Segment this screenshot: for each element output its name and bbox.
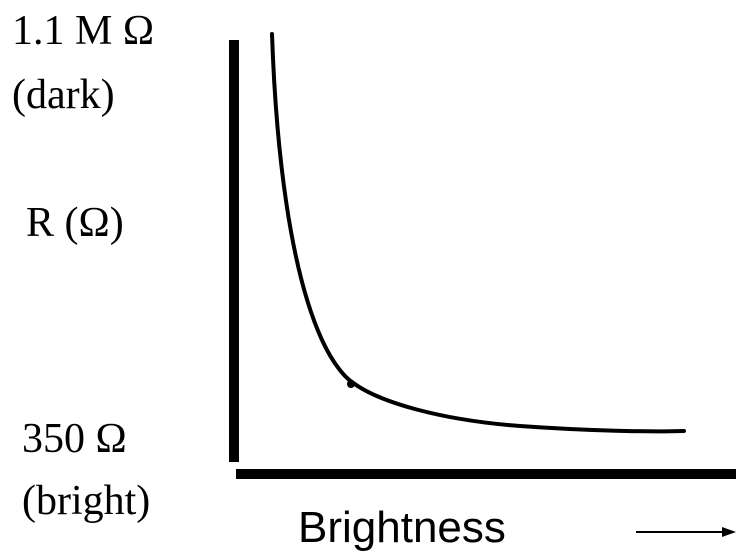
brightness-arrow-icon	[722, 527, 736, 537]
x-axis-title: Brightness	[298, 503, 506, 552]
resistance-curve	[270, 32, 686, 434]
bright-state-label: (bright)	[22, 478, 151, 524]
bright-resistance-value: 350 Ω	[22, 416, 127, 462]
y-axis-title: R (Ω)	[26, 200, 124, 246]
dark-resistance-value: 1.1 M Ω	[12, 8, 155, 54]
curve-dot	[347, 380, 355, 388]
dark-state-label: (dark)	[12, 72, 115, 118]
